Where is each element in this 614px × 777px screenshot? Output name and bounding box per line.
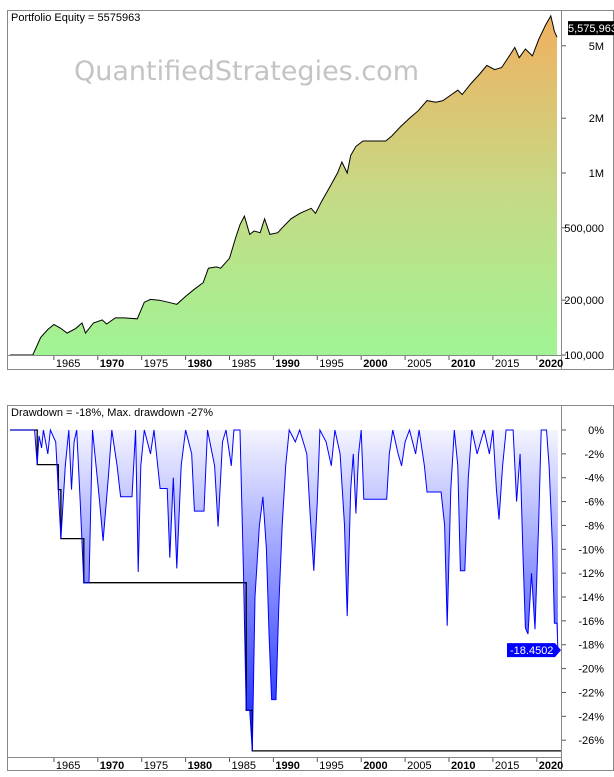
x-tick-label: 1995 — [319, 358, 343, 370]
y-tick-label: -2% — [584, 449, 604, 461]
max-drawdown-line — [10, 429, 561, 752]
y-tick-label: -18% — [578, 640, 604, 652]
y-tick-label: -10% — [578, 544, 604, 556]
y-tick-label: -12% — [578, 568, 604, 580]
last-value-badge — [562, 21, 614, 38]
x-tick-label: 2020 — [539, 760, 563, 772]
x-tick-label: 1990 — [275, 358, 299, 370]
drawdown-series — [10, 428, 561, 752]
drawdown-axes: 0% -2% -4% -6% -8% -10% -12% -14% -16% -18% -20% -2… — [53, 425, 604, 772]
y-tick-label: 2M — [589, 113, 604, 125]
x-tick-label: 2010 — [451, 358, 475, 370]
y-tick-label: -14% — [578, 592, 604, 604]
x-tick-label: 1980 — [188, 760, 212, 772]
x-tick-label: 1965 — [56, 358, 80, 370]
x-tick-label: 2000 — [363, 760, 387, 772]
equity-panel: QuantifiedStrategies.com 5M 2M 1M 500,000 20… — [7, 10, 614, 370]
y-tick-label: 0% — [588, 425, 604, 437]
x-tick-label: 1990 — [275, 760, 299, 772]
x-tick-label: 1970 — [100, 358, 124, 370]
x-tick-label: 2015 — [495, 358, 519, 370]
y-tick-label: -20% — [578, 664, 604, 676]
x-tick-label: 2015 — [495, 760, 519, 772]
x-tick-label: 2000 — [363, 358, 387, 370]
last-drawdown-badge — [507, 643, 561, 658]
x-tick-label: 1975 — [144, 760, 168, 772]
equity-axes: 5M 2M 1M 500,000 200,000 100,000 1965 1970 1975 1… — [53, 21, 614, 370]
x-tick-label: 2005 — [407, 760, 431, 772]
y-tick-label: -8% — [584, 520, 604, 532]
drawdown-panel: 0% -2% -4% -6% -8% -10% -12% -14% -16% -18% -20% -2… — [7, 405, 614, 772]
x-tick-label: 1970 — [100, 760, 124, 772]
x-tick-label: 1980 — [188, 358, 212, 370]
y-tick-label: -24% — [578, 711, 604, 723]
x-tick-label: 1965 — [56, 760, 80, 772]
x-tick-label: 1985 — [232, 358, 256, 370]
y-tick-label: 100,000 — [564, 350, 604, 362]
x-tick-label: 1985 — [232, 760, 256, 772]
drawdown-title: Drawdown = -18%, Max. drawdown -27% — [11, 407, 213, 419]
drawdown-line — [10, 428, 559, 751]
last-value-label: 5,575,963 — [568, 23, 614, 35]
y-tick-label: 5M — [589, 41, 604, 53]
last-drawdown-label: -18.4502 — [510, 645, 553, 657]
x-tick-label: 2010 — [451, 760, 475, 772]
y-tick-label: -6% — [584, 497, 604, 509]
y-tick-label: 200,000 — [564, 295, 604, 307]
x-tick-label: 2020 — [539, 358, 563, 370]
equity-line — [10, 14, 558, 355]
x-tick-label: 2005 — [407, 358, 431, 370]
watermark: QuantifiedStrategies.com — [74, 56, 419, 87]
x-tick-label: 1995 — [319, 760, 343, 772]
y-tick-label: -22% — [578, 687, 604, 699]
equity-title: Portfolio Equity = 5575963 — [11, 12, 140, 24]
y-tick-label: -4% — [584, 473, 604, 485]
equity-area — [10, 15, 557, 355]
y-tick-label: -16% — [578, 616, 604, 628]
x-tick-label: 1975 — [144, 358, 168, 370]
equity-series — [10, 14, 558, 355]
y-tick-label: -26% — [578, 735, 604, 747]
y-tick-label: 1M — [589, 168, 604, 180]
y-tick-label: 500,000 — [564, 223, 604, 235]
